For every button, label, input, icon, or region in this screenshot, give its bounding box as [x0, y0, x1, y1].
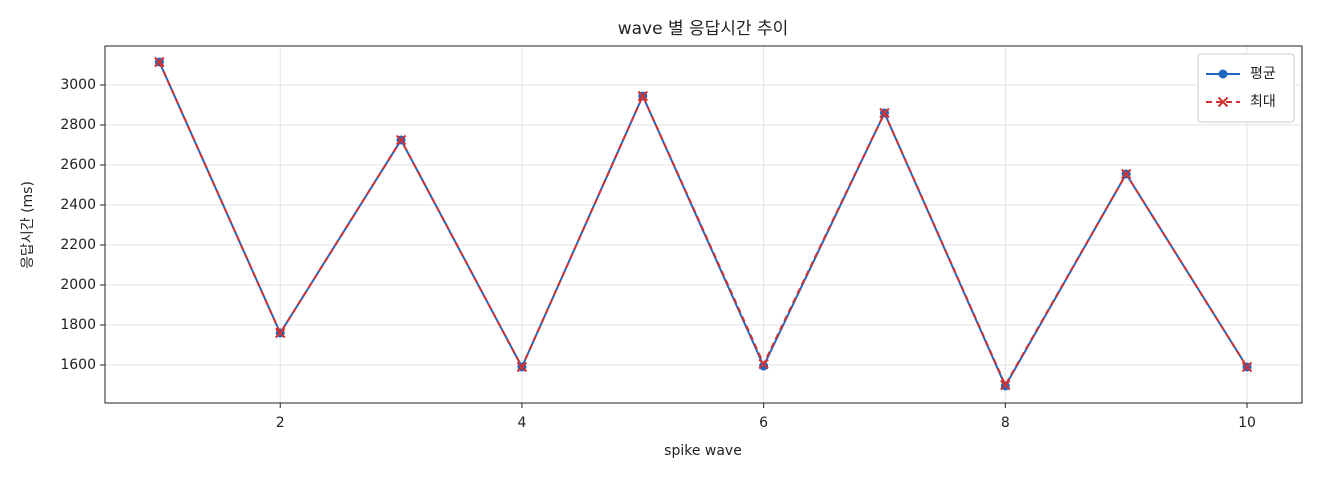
- legend-label: 최대: [1250, 94, 1276, 110]
- y-tick-label: 2800: [60, 117, 96, 133]
- y-axis-label: 응답시간 (ms): [20, 181, 36, 269]
- y-tick-label: 1600: [60, 357, 96, 373]
- marker: [1000, 379, 1011, 391]
- y-tick-label: 2400: [60, 197, 96, 213]
- legend-box: [1197, 53, 1295, 123]
- marker: [154, 56, 165, 68]
- x-tick-label: 8: [1001, 415, 1010, 431]
- x-tick-label: 2: [276, 415, 285, 431]
- y-tick-label: 2600: [60, 157, 96, 173]
- x-tick-label: 10: [1238, 415, 1256, 431]
- marker: [758, 358, 769, 370]
- marker: [637, 90, 648, 102]
- plot-frame: [104, 45, 1303, 404]
- marker: [1120, 168, 1132, 180]
- marker: [275, 327, 286, 339]
- marker: [395, 134, 407, 146]
- x-tick-label: 6: [759, 415, 768, 431]
- legend-label: 평균: [1250, 66, 1276, 82]
- legend-marker: [1217, 96, 1229, 108]
- legend-marker: [1218, 69, 1228, 79]
- y-tick-label: 2200: [60, 237, 96, 253]
- y-tick-label: 2000: [60, 277, 96, 293]
- chart-title: wave 별 응답시간 추이: [618, 19, 789, 39]
- x-tick-label: 4: [517, 415, 526, 431]
- series-line: [158, 61, 1248, 388]
- marker: [1241, 361, 1253, 373]
- y-tick-label: 1800: [60, 317, 96, 333]
- series-line: [158, 61, 1248, 389]
- y-tick-label: 3000: [60, 77, 96, 93]
- marker: [516, 361, 528, 373]
- marker: [879, 107, 890, 119]
- x-axis-label: spike wave: [664, 443, 742, 459]
